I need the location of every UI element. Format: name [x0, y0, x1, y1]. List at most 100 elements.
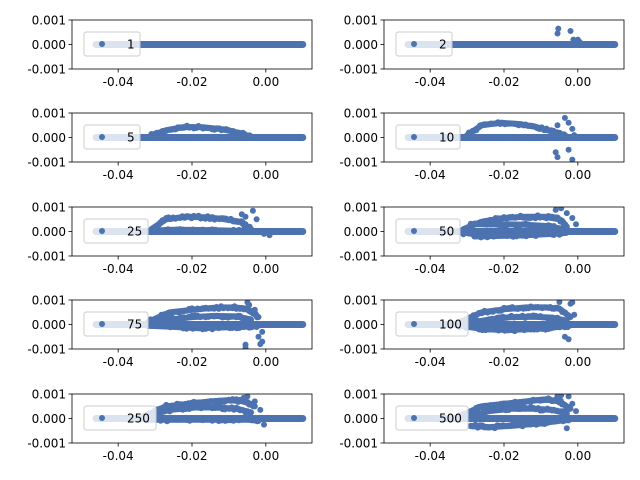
data-point — [569, 300, 576, 306]
legend-label: 1 — [127, 38, 135, 52]
data-point — [569, 400, 576, 407]
x-tick-label: -0.02 — [176, 75, 207, 89]
data-point — [573, 408, 579, 415]
data-point — [554, 30, 561, 37]
legend: 100 — [395, 311, 469, 337]
x-tick-label: -0.02 — [488, 168, 519, 182]
legend-marker — [411, 321, 417, 327]
y-tick-label: -0.001 — [339, 437, 378, 451]
legend-marker — [99, 41, 105, 47]
data-point — [563, 210, 570, 217]
data-point — [250, 403, 257, 410]
y-tick-label: 0.001 — [344, 294, 378, 308]
legend: 10 — [395, 124, 461, 150]
legend-box — [83, 405, 157, 431]
data-point — [244, 394, 251, 400]
legend-box — [395, 311, 469, 337]
y-tick-label: 0.000 — [32, 412, 66, 426]
data-point — [565, 336, 572, 343]
y-tick-label: -0.001 — [27, 63, 66, 77]
y-tick-label: -0.001 — [339, 156, 378, 170]
legend: 5 — [83, 124, 141, 150]
data-point — [566, 321, 573, 328]
data-point — [566, 406, 573, 412]
x-tick-label: -0.02 — [488, 355, 519, 369]
x-tick-label: -0.04 — [103, 75, 134, 89]
data-point — [552, 207, 559, 213]
data-point — [558, 207, 565, 212]
legend-box — [83, 218, 149, 244]
x-tick-label: -0.04 — [103, 262, 134, 276]
data-point — [253, 216, 260, 223]
data-point — [253, 324, 260, 330]
legend: 1 — [83, 31, 141, 57]
y-tick-label: 0.001 — [344, 388, 378, 402]
legend-label: 5 — [127, 131, 135, 145]
x-tick-label: -0.04 — [103, 449, 134, 463]
data-point — [251, 306, 258, 313]
subplot-10: -0.04 -0.02 0.00 0.001 0.000 -0.001 10 — [339, 107, 625, 182]
data-point — [257, 406, 264, 413]
data-point — [567, 28, 574, 34]
subplot-250: -0.04 -0.02 0.00 0.001 0.000 -0.001 250 — [27, 388, 313, 463]
y-tick-label: 0.001 — [344, 14, 378, 28]
data-point — [261, 421, 267, 428]
legend-label: 100 — [439, 318, 462, 332]
legend-box — [83, 124, 141, 150]
legend-label: 250 — [127, 412, 150, 426]
y-tick-label: -0.001 — [27, 437, 66, 451]
data-point — [261, 230, 267, 237]
data-point — [251, 398, 258, 405]
x-tick-label: -0.04 — [103, 168, 134, 182]
y-tick-label: 0.001 — [32, 201, 66, 215]
x-tick-label: -0.02 — [488, 262, 519, 276]
plot-area — [404, 394, 619, 432]
data-point — [554, 122, 561, 129]
x-tick-label: -0.02 — [488, 75, 519, 89]
data-point — [569, 156, 576, 162]
legend: 50 — [395, 218, 461, 244]
data-point — [565, 119, 572, 126]
legend-marker — [411, 228, 417, 234]
data-point — [556, 300, 563, 305]
legend-marker — [411, 41, 417, 47]
data-point — [570, 36, 577, 43]
x-tick-label: 0.00 — [564, 168, 591, 182]
x-tick-label: -0.04 — [415, 75, 446, 89]
data-point — [241, 228, 248, 235]
plot-area — [404, 114, 619, 162]
data-point — [242, 344, 249, 349]
legend: 500 — [395, 405, 469, 431]
legend-box — [395, 124, 461, 150]
data-point — [555, 25, 562, 32]
legend-label: 25 — [127, 225, 142, 239]
y-tick-label: 0.001 — [32, 294, 66, 308]
data-point — [569, 215, 576, 221]
data-point — [571, 311, 578, 318]
x-tick-label: 0.00 — [252, 355, 279, 369]
y-tick-label: 0.000 — [344, 412, 378, 426]
x-tick-label: 0.00 — [252, 168, 279, 182]
subplot-1: -0.04 -0.02 0.00 0.001 0.000 -0.001 1 — [27, 14, 313, 89]
x-tick-label: 0.00 — [252, 75, 279, 89]
x-tick-label: 0.00 — [564, 355, 591, 369]
legend-box — [395, 405, 469, 431]
data-point — [561, 114, 568, 121]
y-tick-label: -0.001 — [339, 343, 378, 357]
data-point — [569, 125, 576, 132]
subplot-500: -0.04 -0.02 0.00 0.001 0.000 -0.001 500 — [339, 388, 625, 463]
legend-marker — [99, 228, 105, 234]
data-point — [565, 417, 572, 424]
data-point — [576, 39, 583, 45]
y-tick-label: 0.001 — [344, 107, 378, 121]
data-point — [554, 154, 561, 161]
y-tick-label: 0.000 — [344, 131, 378, 145]
x-tick-label: -0.02 — [176, 168, 207, 182]
data-point — [571, 132, 578, 139]
data-point — [255, 333, 262, 340]
data-point — [246, 409, 253, 416]
data-point — [254, 314, 261, 321]
data-point — [565, 394, 572, 400]
subplot-50: -0.04 -0.02 0.00 0.001 0.000 -0.001 50 — [339, 201, 625, 276]
subplot-75: -0.04 -0.02 0.00 0.001 0.000 -0.001 75 — [27, 294, 313, 369]
